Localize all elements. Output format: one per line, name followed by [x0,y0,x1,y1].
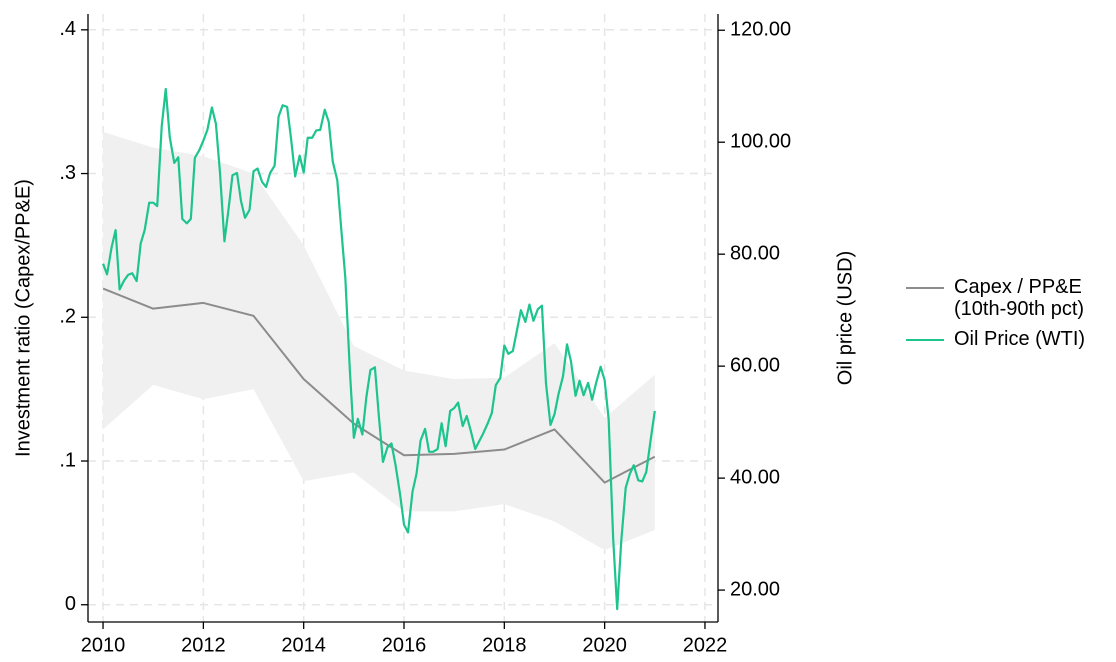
legend-label: Oil Price (WTI) [954,328,1086,350]
legend-item: Oil Price (WTI) [906,328,1116,350]
legend-swatch [906,287,944,289]
y2-axis-label: Oil price (USD) [834,251,856,385]
y2-tick-label: 80.00 [730,242,780,264]
x-tick-label: 2018 [482,634,527,656]
legend: Capex / PP&E (10th-90th pct) Oil Price (W… [906,276,1116,358]
legend-label: Capex / PP&E (10th-90th pct) [954,276,1085,320]
y-tick-label: .2 [59,306,76,328]
legend-item: Capex / PP&E (10th-90th pct) [906,276,1116,320]
x-tick-label: 2016 [382,634,427,656]
y-tick-label: 0 [65,593,76,615]
line [102,287,656,484]
line [102,87,656,611]
y-axis-label: Investment ratio (Capex/PP&E) [12,179,34,457]
x-tick-label: 2022 [683,634,728,656]
y-tick-label: .1 [59,449,76,471]
y2-tick-label: 20.00 [730,578,780,600]
x-tick-label: 2014 [281,634,326,656]
band [103,131,655,551]
x-tick-label: 2010 [81,634,126,656]
x-tick-label: 2012 [181,634,226,656]
y-tick-label: .4 [59,18,76,40]
y2-tick-label: 100.00 [730,130,791,152]
y2-tick-label: 120.00 [730,19,791,41]
y-tick-label: .3 [59,162,76,184]
y2-tick-label: 60.00 [730,354,780,376]
legend-swatch [906,339,944,341]
x-tick-label: 2020 [582,634,627,656]
y2-tick-label: 40.00 [730,466,780,488]
